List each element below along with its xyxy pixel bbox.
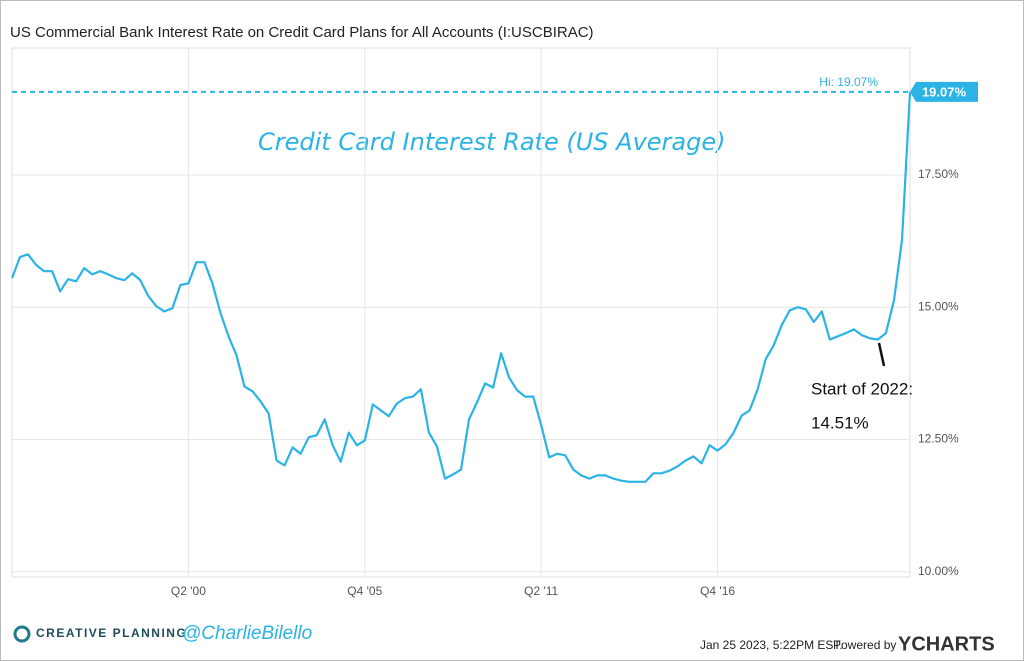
handle: @CharlieBilello: [182, 623, 312, 644]
end-label-box: [910, 81, 978, 102]
chart-title: US Commercial Bank Interest Rate on Cred…: [10, 24, 594, 41]
plot-frame: [11, 47, 911, 578]
high-label: Hi: 19.07%: [819, 75, 878, 89]
x-tick-label: Q2 '00: [171, 584, 206, 598]
brand: CREATIVE PLANNING: [36, 626, 187, 640]
annotation: Start of 2022:: [811, 379, 913, 398]
y-tick-label: 17.50%: [918, 167, 959, 181]
y-tick-label: 15.00%: [918, 299, 959, 313]
provider: YCHARTS: [898, 633, 995, 655]
powered-by: Powered by: [833, 638, 896, 652]
watermark: Credit Card Interest Rate (US Average): [258, 128, 725, 156]
x-tick-label: Q4 '16: [700, 584, 735, 598]
annotation-pointer: [877, 342, 886, 367]
x-tick-label: Q4 '05: [347, 584, 382, 598]
annotation: 14.51%: [811, 413, 869, 432]
logo: [13, 625, 31, 643]
x-tick-label: Q2 '11: [524, 584, 558, 598]
line: [10, 91, 912, 483]
timestamp: Jan 25 2023, 5:22PM EST.: [700, 638, 843, 652]
end-label: 19.07%: [922, 84, 967, 99]
y-tick-label: 12.50%: [918, 432, 959, 446]
y-tick-label: 10.00%: [918, 564, 959, 578]
